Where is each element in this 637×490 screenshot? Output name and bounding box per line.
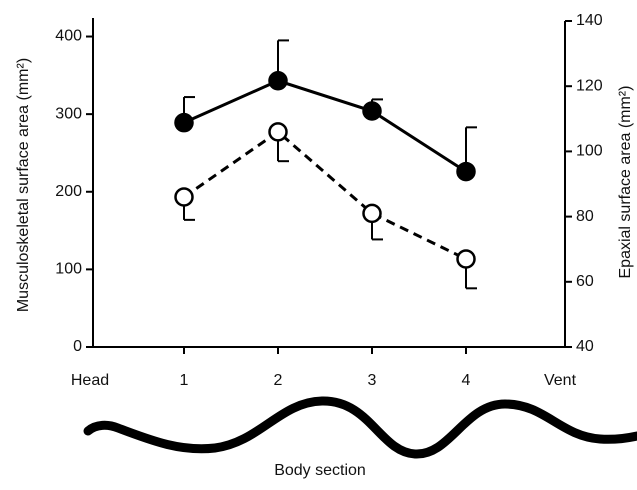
x-tick-label: 2 <box>274 372 283 389</box>
marker <box>362 101 382 121</box>
marker <box>362 203 382 224</box>
x-tick-label: 3 <box>368 372 377 389</box>
y-tick-label: 300 <box>55 105 82 122</box>
marker <box>174 112 194 133</box>
y2-tick-label: 100 <box>576 143 603 160</box>
x-tick-label: Head <box>71 372 109 389</box>
x-axis-label: Body section <box>274 462 366 479</box>
marker <box>174 187 194 207</box>
y-tick-label: 100 <box>55 261 82 278</box>
x-tick-label: 1 <box>180 372 189 389</box>
marker <box>268 122 288 142</box>
y2-tick-label: 140 <box>576 12 603 29</box>
y-axis-label: Musculoskeletal surface area (mm²) <box>15 58 32 312</box>
y2-tick-label: 80 <box>576 208 594 225</box>
y2-tick-label: 60 <box>576 273 594 290</box>
x-tick-label: 4 <box>462 372 471 389</box>
snake-illustration <box>83 396 637 459</box>
marker <box>456 161 476 182</box>
y2-axis-label: Epaxial surface area (mm²) <box>617 86 634 279</box>
y-tick-label: 0 <box>73 338 82 355</box>
y-tick-label: 200 <box>55 183 82 200</box>
y2-tick-label: 120 <box>576 77 603 94</box>
marker <box>456 249 476 269</box>
x-tick-label: Vent <box>544 372 577 389</box>
y-tick-label: 400 <box>55 28 82 45</box>
series-line <box>183 79 467 173</box>
series-line <box>183 129 467 261</box>
y2-tick-label: 40 <box>576 338 594 355</box>
marker <box>268 71 288 91</box>
